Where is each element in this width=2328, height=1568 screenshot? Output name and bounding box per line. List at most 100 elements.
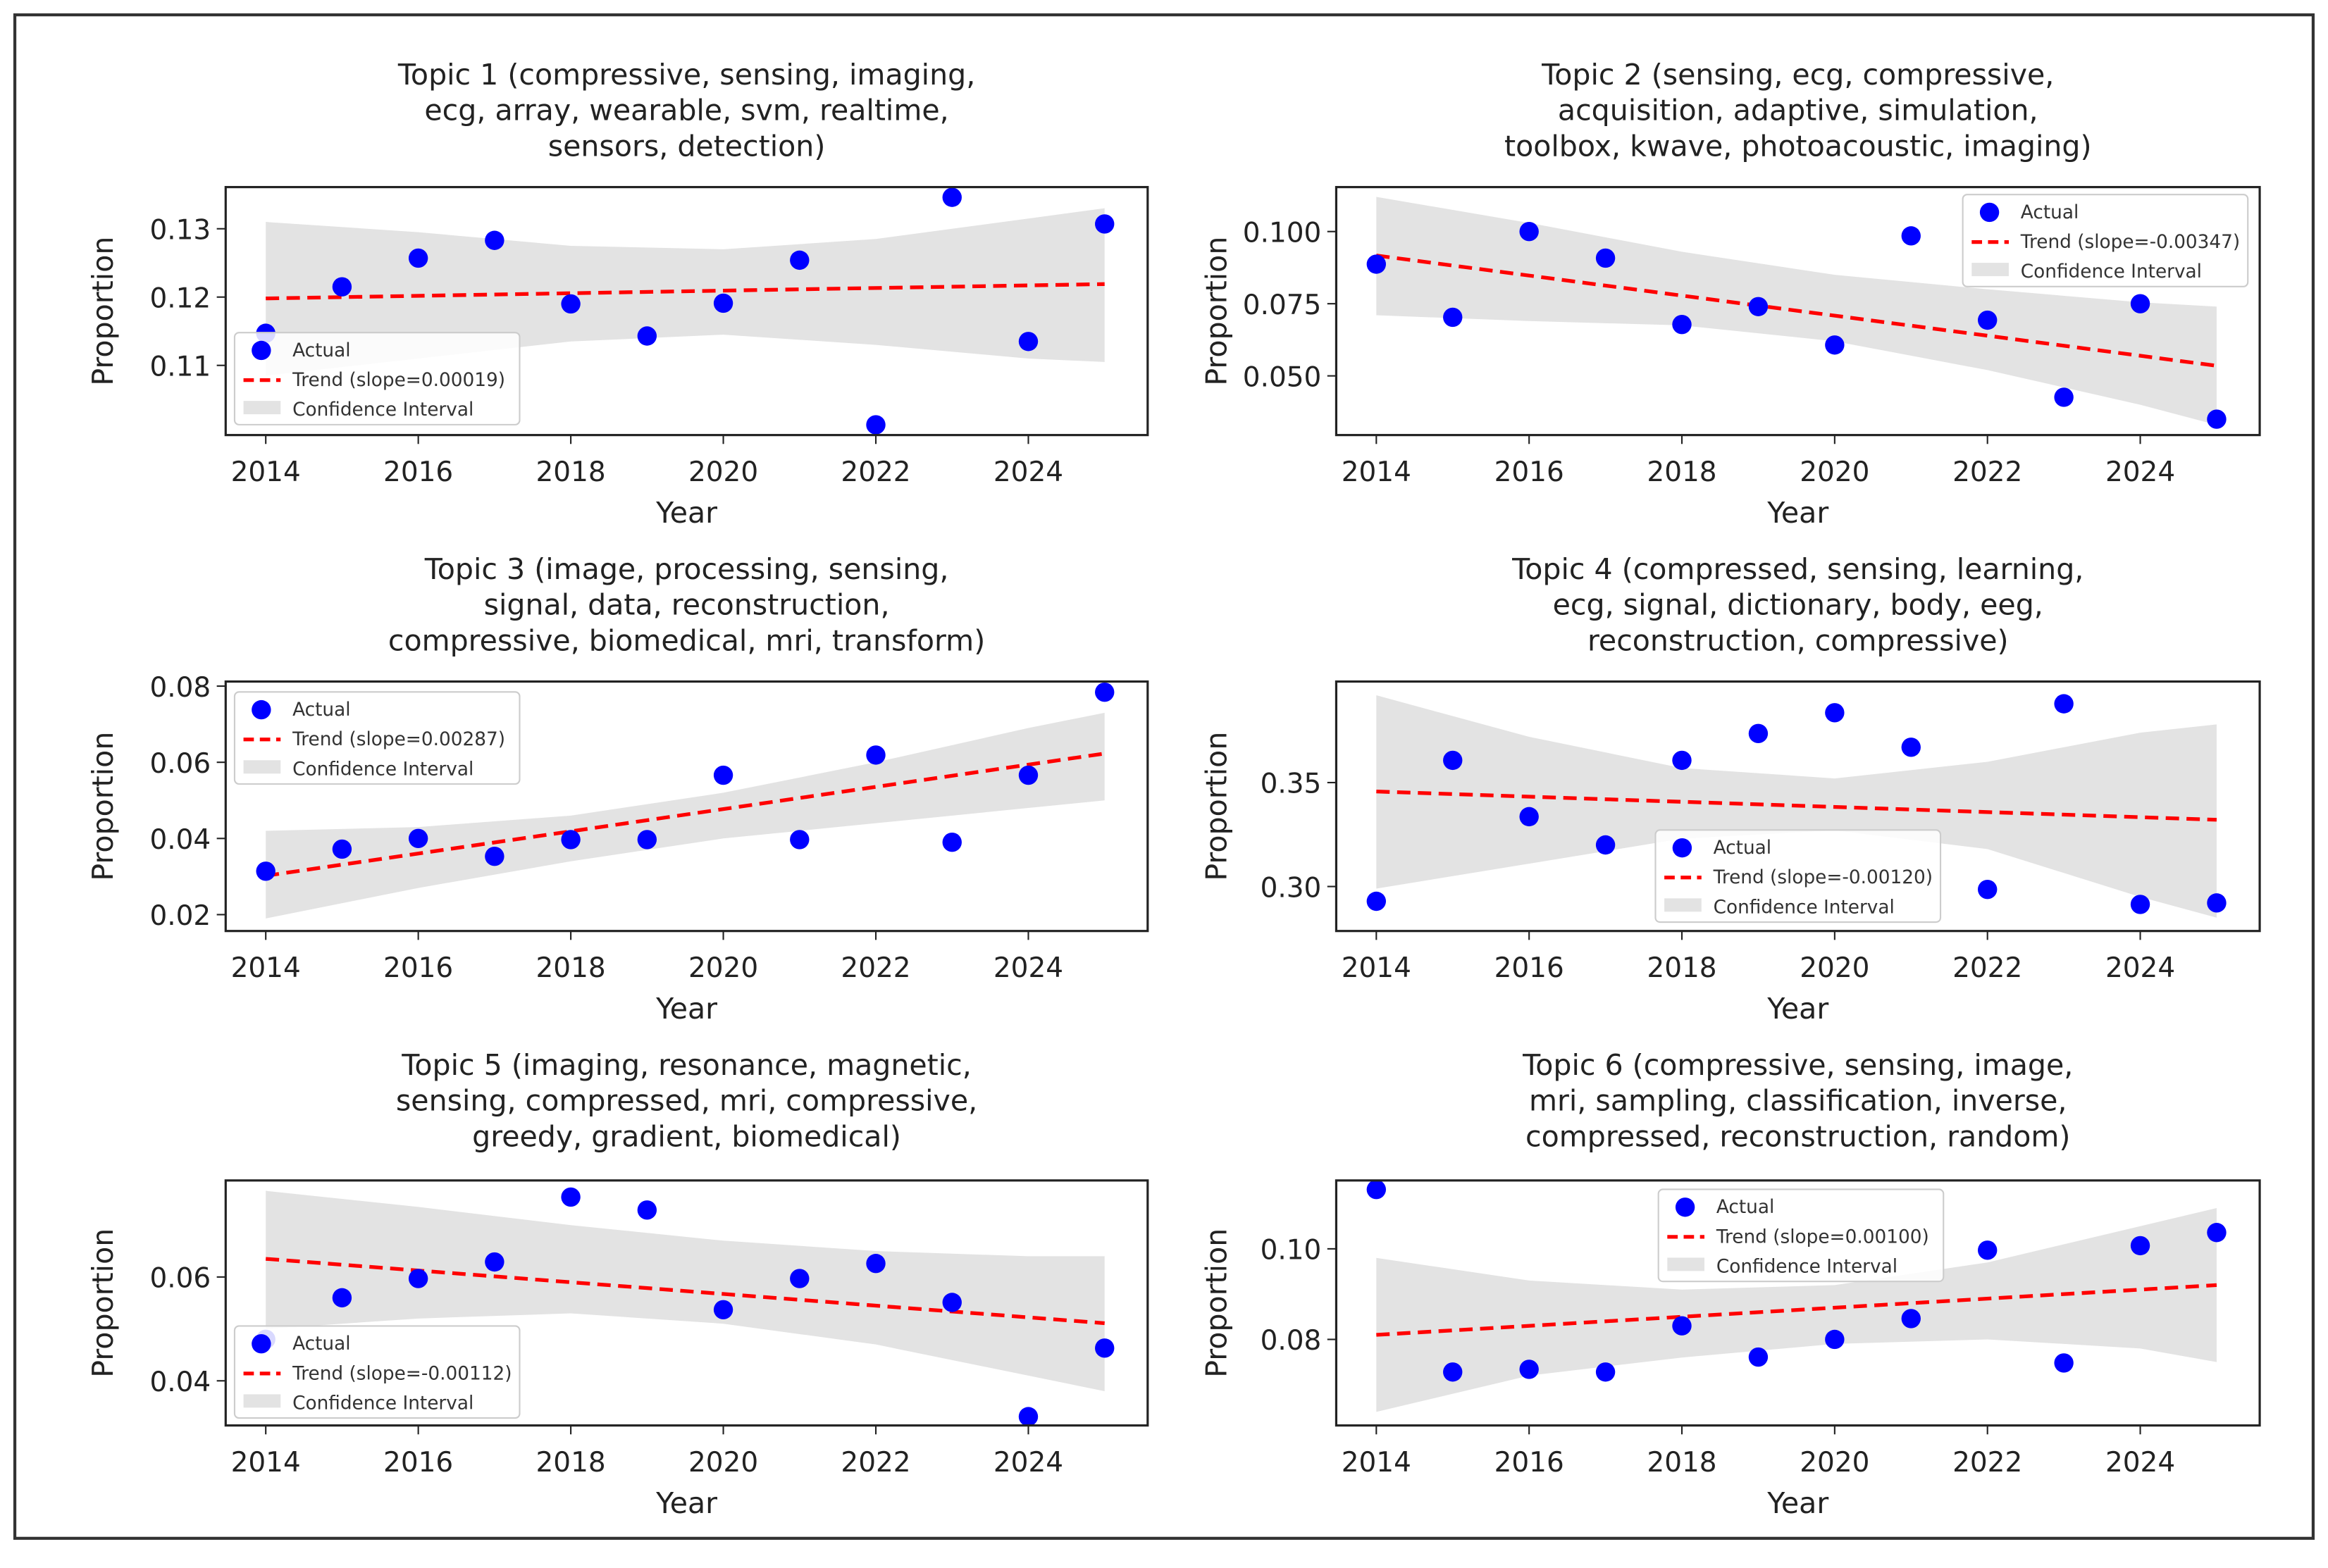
data-point-2019: [637, 830, 657, 850]
plot-area-frame: [224, 186, 1149, 437]
data-point-2024: [2130, 895, 2150, 914]
chart-panel-6: Topic 6 (compressive, sensing, image,mri…: [1200, 1048, 2261, 1520]
x-tick-label: 2024: [2105, 952, 2175, 984]
x-tick-label: 2018: [1647, 952, 1716, 984]
data-point-2024: [1018, 332, 1039, 351]
legend-entry: Confidence Interval: [292, 759, 473, 780]
legend-entry: Actual: [292, 1333, 350, 1355]
y-tick-label: 0.10: [1261, 1235, 1322, 1267]
data-point-2017: [1595, 1362, 1616, 1382]
x-tick-label: 2014: [1342, 952, 1411, 984]
chart-panel-1: Topic 1 (compressive, sensing, imaging,e…: [86, 58, 1149, 530]
y-tick-label: 0.11: [149, 351, 211, 382]
x-tick-label: 2014: [231, 952, 301, 984]
data-point-2020: [713, 1300, 733, 1320]
legend-box: [233, 332, 521, 425]
legend-entry: Actual: [1716, 1197, 1774, 1218]
y-tick-label: 0.06: [149, 1263, 211, 1295]
legend-actual-marker: [252, 340, 271, 361]
chart-title-line: signal, data, reconstruction,: [484, 588, 890, 622]
x-tick-label: 2020: [1800, 456, 1869, 488]
y-tick-label: 0.100: [1243, 217, 1322, 249]
chart-title-line: Topic 5 (imaging, resonance, magnetic,: [401, 1048, 972, 1082]
data-point-2023: [942, 833, 962, 852]
data-point-2017: [1595, 835, 1616, 855]
x-tick-label: 2018: [1647, 1447, 1716, 1479]
legend-entry: Actual: [1714, 838, 1771, 859]
x-tick-label: 2014: [231, 456, 301, 488]
chart-title-line: Topic 2 (sensing, ecg, compressive,: [1541, 58, 2054, 92]
data-point-2020: [1825, 703, 1845, 723]
trend-line: [265, 1257, 1105, 1326]
legend-ci-marker: [1664, 898, 1702, 912]
legend-box: [1962, 194, 2249, 287]
data-point-2015: [332, 1288, 352, 1308]
chart-title-line: mri, sampling, classification, inverse,: [1529, 1084, 2067, 1118]
data-point-2022: [866, 745, 886, 765]
data-point-2018: [561, 830, 581, 850]
trend-line: [265, 752, 1106, 878]
x-tick-label: 2022: [841, 456, 910, 488]
data-point-2020: [1825, 335, 1845, 355]
data-point-2016: [1519, 222, 1539, 242]
x-tick-label: 2024: [993, 1447, 1063, 1479]
chart-title-line: Topic 1 (compressive, sensing, imaging,: [397, 58, 975, 92]
legend-entry: Confidence Interval: [292, 1393, 473, 1414]
chart-title-line: greedy, gradient, biomedical): [472, 1119, 901, 1153]
x-tick-label: 2022: [1952, 456, 2022, 488]
legend-entry: Confidence Interval: [292, 399, 473, 421]
y-axis-label: Proportion: [1200, 732, 1234, 881]
y-tick-label: 0.050: [1243, 361, 1322, 393]
legend-actual-marker: [1675, 1197, 1695, 1217]
data-point-2016: [408, 1269, 428, 1288]
legend-ci-marker: [243, 401, 281, 415]
legend-entry: Trend (slope=-0.00112): [292, 1363, 512, 1384]
data-point-2025: [1095, 214, 1115, 234]
data-point-2014: [1366, 254, 1387, 274]
plot-area-frame: [224, 680, 1149, 933]
y-tick-label: 0.08: [1261, 1325, 1322, 1357]
trend-line: [1376, 790, 2217, 822]
data-point-2017: [485, 1252, 504, 1272]
y-axis-label: Proportion: [86, 1228, 120, 1378]
legend-entry: Trend (slope=-0.00347): [2020, 232, 2240, 253]
data-point-2022: [866, 415, 886, 435]
legend-ci-marker: [243, 760, 281, 774]
legend-box: [1654, 829, 1942, 923]
data-point-2024: [2130, 294, 2150, 313]
x-axis-label: Year: [655, 496, 717, 530]
chart-title-line: sensors, detection): [548, 129, 826, 163]
y-tick-label: 0.08: [149, 672, 211, 704]
data-point-2024: [1018, 765, 1039, 785]
legend: Actual Trend (slope=0.00100) Confidence In…: [1657, 1188, 1945, 1283]
plot-area-frame: [1335, 680, 2261, 933]
x-axis-label: Year: [655, 1486, 717, 1520]
data-point-2021: [790, 250, 810, 270]
data-point-2015: [1443, 750, 1463, 771]
data-point-2021: [790, 830, 810, 850]
legend-entry: Confidence Interval: [1716, 1257, 1897, 1278]
legend-actual-marker: [1672, 838, 1692, 858]
data-point-2019: [637, 1200, 657, 1220]
chart-title-line: Topic 4 (compressed, sensing, learning,: [1511, 552, 2084, 586]
data-point-2023: [2054, 1353, 2074, 1373]
data-point-2018: [561, 294, 581, 314]
y-tick-label: 0.075: [1243, 290, 1322, 321]
x-tick-label: 2020: [688, 952, 758, 984]
x-tick-label: 2018: [536, 1447, 606, 1479]
x-tick-label: 2016: [1494, 952, 1564, 984]
data-point-2016: [1519, 807, 1539, 827]
x-axis-label: Year: [1766, 992, 1828, 1026]
data-point-2023: [942, 187, 962, 207]
data-point-2025: [1095, 1338, 1115, 1358]
x-tick-label: 2018: [536, 952, 606, 984]
legend: Actual Trend (slope=0.00019) Confidence In…: [233, 332, 521, 425]
data-point-2016: [408, 828, 428, 849]
y-axis-label: Proportion: [86, 237, 120, 386]
y-axis-label: Proportion: [1200, 237, 1234, 386]
x-tick-label: 2024: [993, 952, 1063, 984]
data-point-2021: [1901, 1309, 1921, 1329]
data-point-2021: [1901, 738, 1921, 757]
legend: Actual Trend (slope=-0.00347) Confidence I…: [1962, 194, 2249, 287]
y-tick-label: 0.12: [149, 282, 211, 314]
